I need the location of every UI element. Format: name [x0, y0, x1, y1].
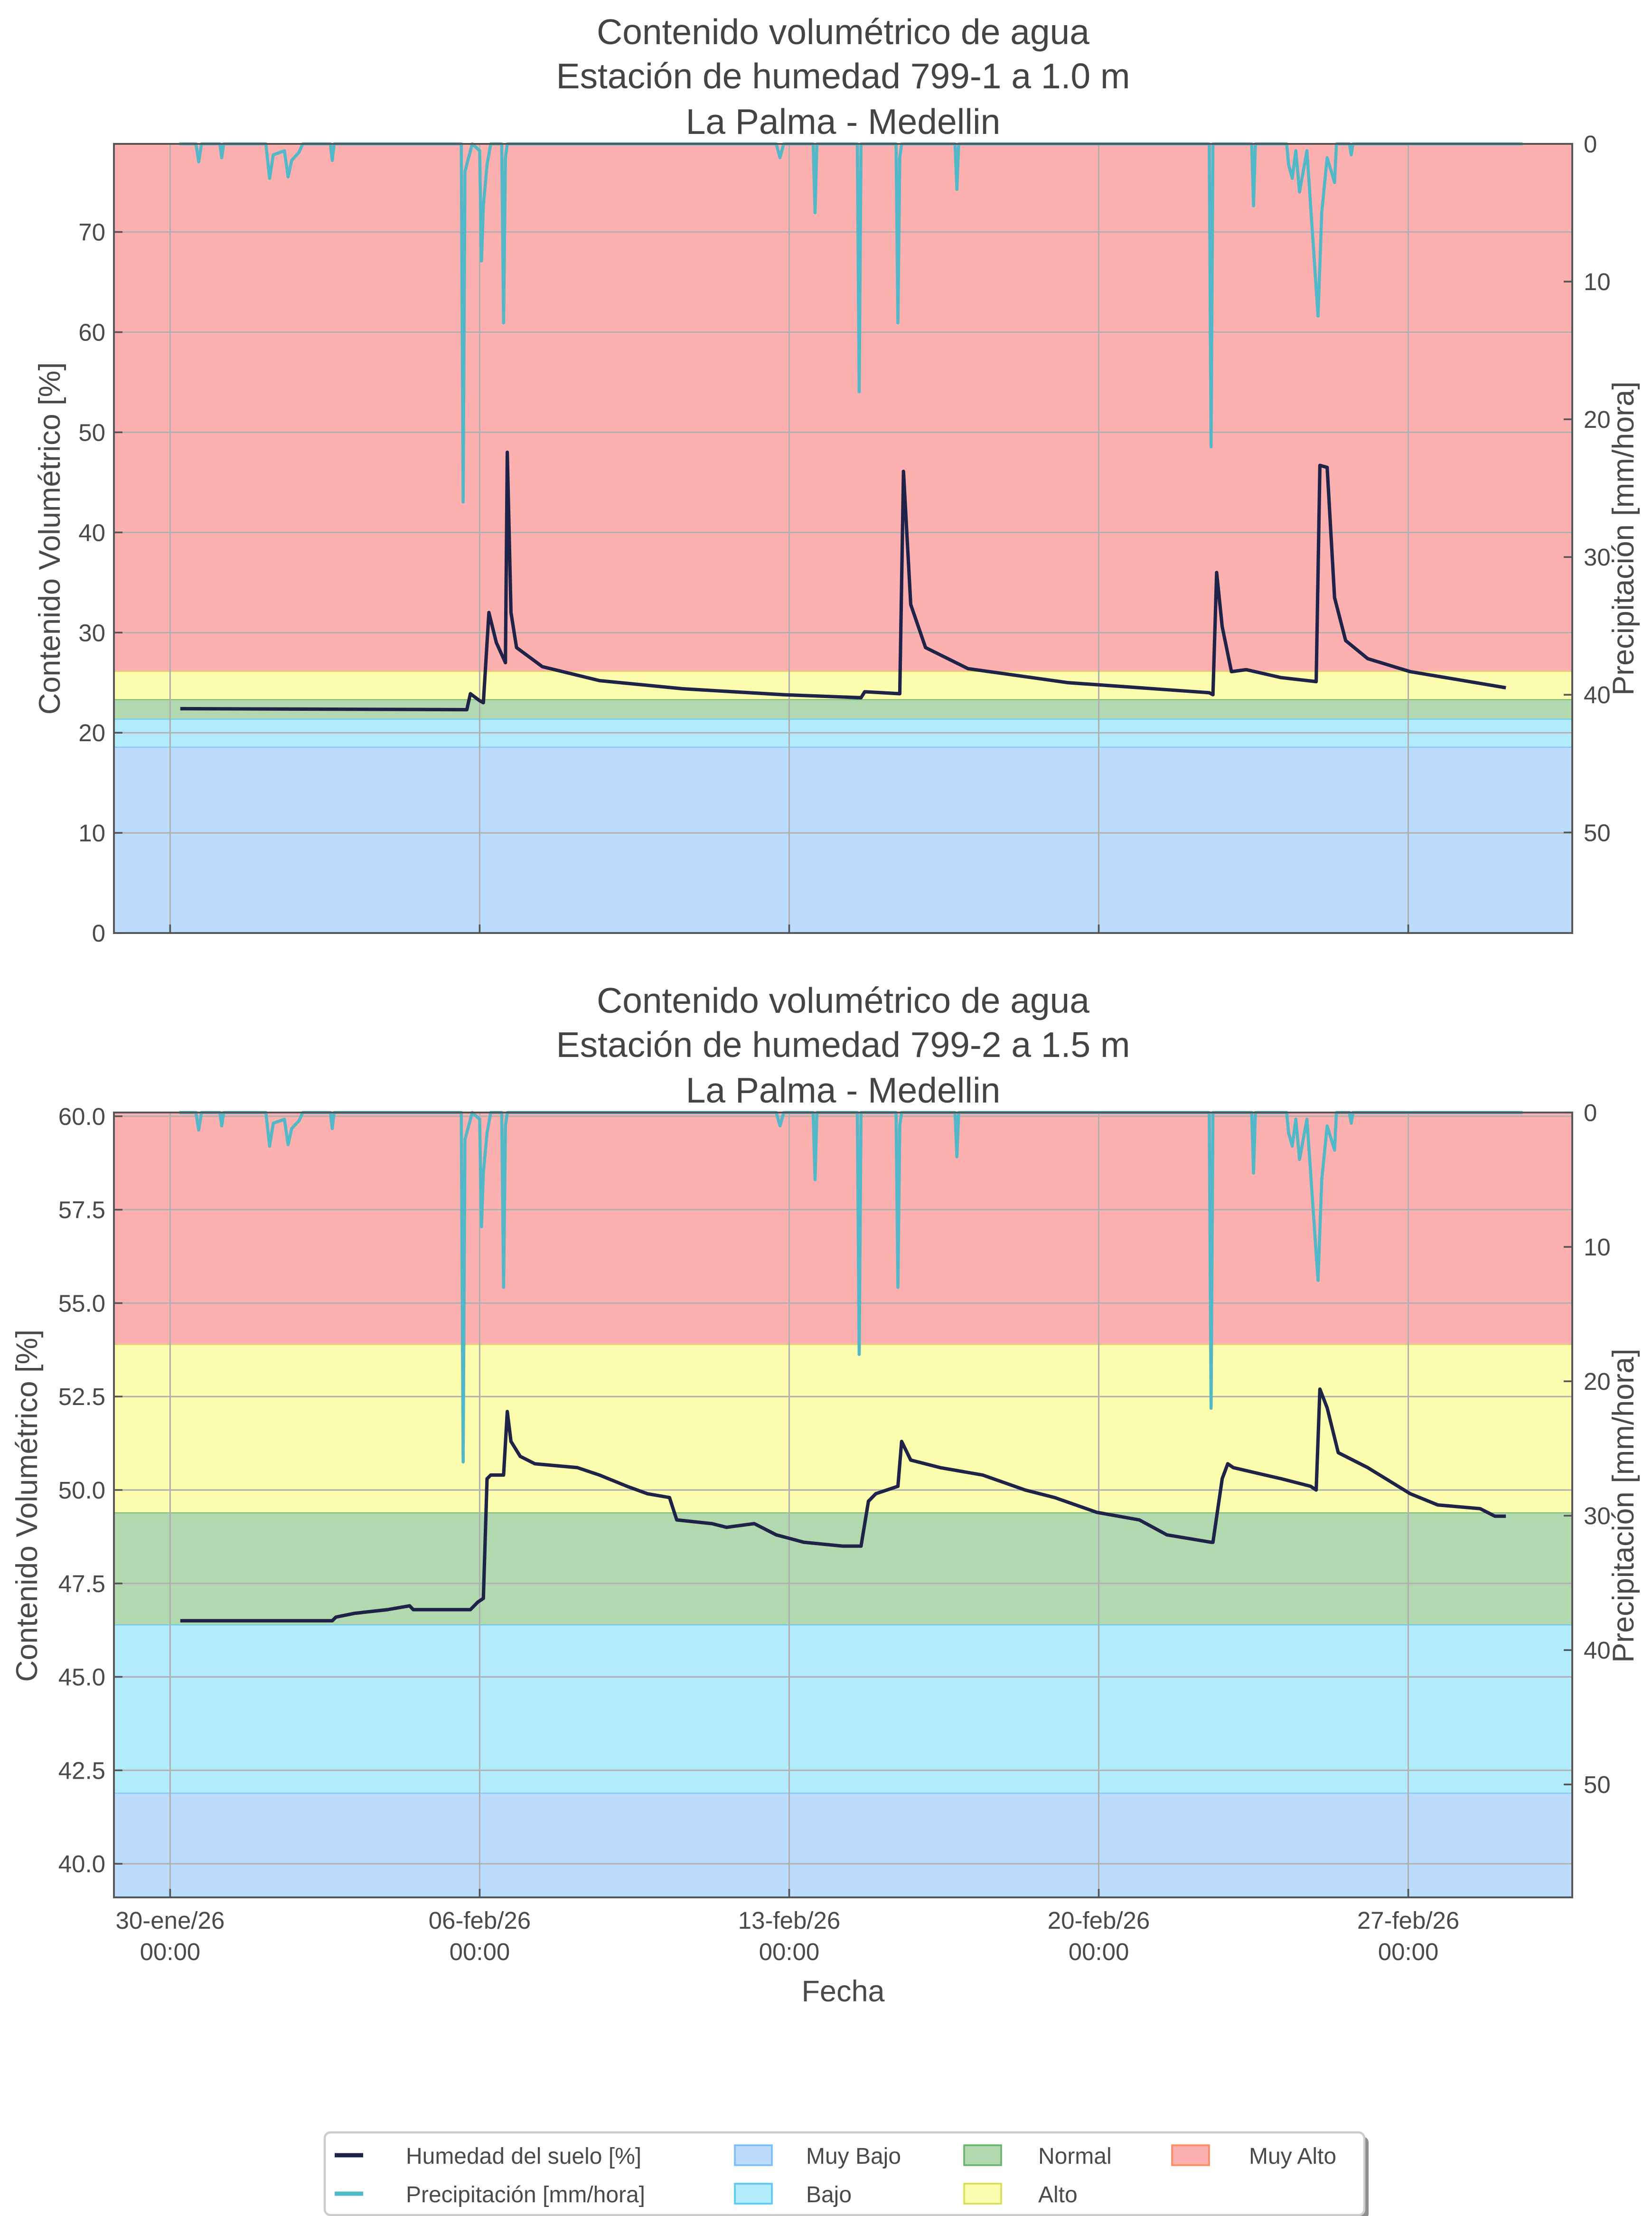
x-tick-label: 00:00 [1378, 1938, 1439, 1965]
x-tick-label: 13-feb/26 [738, 1907, 840, 1934]
legend-muy-alto-label: Muy Alto [1249, 2144, 1336, 2169]
legend: Humedad del suelo [%] Precipitación [mm/… [323, 2131, 1369, 2216]
legend-precipitation-label: Precipitación [mm/hora] [406, 2182, 645, 2207]
chart2-title-line1: Contenido volumétrico de agua [597, 981, 1089, 1020]
x-tick-label: 20-feb/26 [1048, 1907, 1150, 1934]
chart2-plot: 30-ene/26 00:00 06-feb/26 00:00 13-feb/26 00:… [58, 1099, 1611, 1965]
band-muy-alto [114, 143, 1572, 671]
y-tick-label: 60.0 [58, 1103, 105, 1130]
y-tick-label: 47.5 [58, 1570, 105, 1597]
chart2-y2label: Precipitación [mm/hora] [1607, 1348, 1640, 1663]
band-muy-alto [114, 1112, 1572, 1345]
legend-bajo-patch [734, 2183, 773, 2205]
x-tick-label: 00:00 [1069, 1938, 1129, 1965]
y-tick-label: 30 [78, 619, 105, 646]
x-tick-label: 00:00 [759, 1938, 820, 1965]
chart2-ylabel: Contenido Volumétrico [%] [10, 1330, 44, 1682]
legend-muy-alto-patch [1171, 2144, 1210, 2166]
chart1-ylabel: Contenido Volumétrico [%] [33, 362, 66, 715]
legend-alto-patch [963, 2183, 1002, 2205]
legend-box [323, 2131, 1366, 2216]
x-axis-label: Fecha [801, 1975, 885, 2008]
legend-muy-bajo-patch [734, 2144, 773, 2166]
x-tick-label: 30-ene/26 [116, 1907, 225, 1934]
y2-tick-label: 10 [1584, 1234, 1611, 1261]
y2-tick-label: 40 [1584, 681, 1611, 708]
legend-alto-label: Alto [1038, 2182, 1078, 2207]
band-alto [114, 1344, 1572, 1513]
y-tick-label: 40 [78, 519, 105, 546]
y-tick-label: 45.0 [58, 1664, 105, 1691]
humidity-line [180, 450, 1506, 712]
x-tick-label: 06-feb/26 [429, 1907, 531, 1934]
x-tick-label: 00:00 [450, 1938, 510, 1965]
legend-bajo-label: Bajo [806, 2182, 852, 2207]
y-tick-label: 60 [78, 319, 105, 346]
band-bajo [114, 1624, 1572, 1793]
y-tick-label: 50 [78, 419, 105, 446]
legend-normal-label: Normal [1038, 2144, 1112, 2169]
band-alto [114, 671, 1572, 699]
y2-tick-label: 0 [1584, 1099, 1597, 1126]
y2-tick-label: 20 [1584, 406, 1611, 433]
y-tick-label: 50.0 [58, 1477, 105, 1504]
band-normal [114, 1512, 1572, 1625]
legend-humidity-label: Humedad del suelo [%] [406, 2144, 641, 2169]
y2-tick-label: 30 [1584, 1502, 1611, 1529]
plot-frame [113, 143, 1573, 934]
y-tick-label: 42.5 [58, 1757, 105, 1784]
chart1-title-line1: Contenido volumétrico de agua [597, 12, 1089, 52]
y-tick-label: 52.5 [58, 1383, 105, 1410]
legend-normal-patch [963, 2144, 1002, 2166]
y-tick-label: 0 [92, 920, 105, 947]
y2-tick-label: 20 [1584, 1368, 1611, 1395]
y2-tick-label: 30 [1584, 544, 1611, 571]
humidity-line [180, 1387, 1506, 1622]
y2-tick-label: 0 [1584, 131, 1597, 158]
y-tick-label: 55.0 [58, 1290, 105, 1317]
chart2-title-line3: La Palma - Medellin [686, 1070, 1001, 1110]
plot-frame [113, 1112, 1573, 1898]
band-muy-bajo [114, 746, 1572, 933]
y-tick-label: 57.5 [58, 1197, 105, 1224]
y-tick-label: 40.0 [58, 1850, 105, 1877]
chart1-title-line3: La Palma - Medellin [686, 102, 1001, 141]
y2-tick-label: 50 [1584, 1771, 1611, 1798]
legend-muy-bajo-label: Muy Bajo [806, 2144, 901, 2169]
y-tick-label: 70 [78, 219, 105, 246]
chart1-plot: 0 10 20 30 40 50 60 70 0 10 20 30 40 50 [78, 131, 1610, 947]
y-tick-label: 20 [78, 719, 105, 746]
chart1-y2label: Precipitación [mm/hora] [1607, 381, 1640, 696]
chart2-title-line2: Estación de humedad 799-2 a 1.5 m [556, 1025, 1130, 1065]
y2-tick-label: 40 [1584, 1637, 1611, 1664]
y2-tick-label: 50 [1584, 819, 1611, 846]
chart1-title-line2: Estación de humedad 799-1 a 1.0 m [556, 56, 1130, 96]
x-tick-label: 27-feb/26 [1357, 1907, 1459, 1934]
x-tick-label: 00:00 [140, 1938, 201, 1965]
band-muy-bajo [114, 1792, 1572, 1897]
y-tick-label: 10 [78, 820, 105, 847]
y2-tick-label: 10 [1584, 268, 1611, 295]
